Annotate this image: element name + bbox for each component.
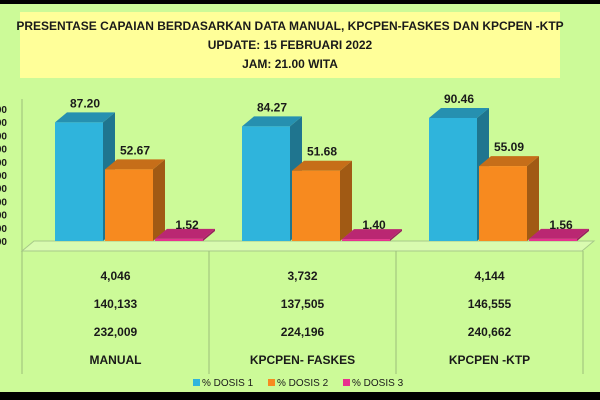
bar-top [479,156,539,167]
table-cell: 240,662 [468,325,512,339]
bar-2 [105,169,153,241]
bar-top [105,159,165,170]
legend-item-3: % DOSIS 3 [343,378,404,389]
chart-area: PRESENTASE CAPAIAN BERDASARKAN DATA MANU… [0,4,600,392]
bar-top [292,160,352,171]
legend-item-1: % DOSIS 1 [193,378,254,389]
y-tick-label: 0.00 [0,237,7,248]
legend-item-2: % DOSIS 2 [268,378,329,389]
bar-3 [529,238,577,241]
bar-top [55,112,115,123]
data-label: 55.09 [494,140,524,154]
chart-floor [20,240,596,252]
y-tick-label: 10.00 [0,224,7,235]
bar-1 [55,122,103,241]
legend-label: % DOSIS 1 [202,378,254,389]
bar-side [153,159,165,241]
bar-top [155,228,215,239]
bar-1 [429,117,477,241]
data-label: 1.56 [549,218,573,232]
bar-top [429,107,489,118]
bar-side [577,228,589,241]
table-cell: 3,732 [287,269,317,283]
data-label: 1.40 [362,218,386,232]
category-label: KPCPEN -KTP [449,353,530,367]
y-tick-label: 100.00 [0,105,7,116]
data-label: 1.52 [175,218,199,232]
y-tick-label: 30.00 [0,197,7,208]
data-label: 84.27 [257,100,287,114]
table-cell: 224,196 [281,325,325,339]
data-label: 87.20 [70,96,100,110]
data-label: 51.68 [307,145,337,159]
legend-swatch [268,379,275,386]
chart-title-line: UPDATE: 15 FEBRUARI 2022 [208,38,373,52]
bar-top [342,229,402,240]
chart-title-line: PRESENTASE CAPAIAN BERDASARKAN DATA MANU… [16,19,563,33]
bar-side [527,156,539,241]
y-tick-label: 60.00 [0,158,7,169]
legend-swatch [343,379,350,386]
table-cell: 146,555 [468,297,512,311]
bar-top [529,228,589,239]
y-tick-label: 20.00 [0,211,7,222]
y-tick-label: 80.00 [0,131,7,142]
bar-side [203,228,215,241]
data-label: 90.46 [444,92,474,106]
bar-3 [155,238,203,241]
legend-swatch [193,379,200,386]
y-tick-label: 90.00 [0,118,7,129]
y-tick-label: 70.00 [0,145,7,156]
chart-svg: PRESENTASE CAPAIAN BERDASARKAN DATA MANU… [0,12,596,389]
bar-2 [479,166,527,241]
table-cell: 140,133 [94,297,138,311]
bar-3 [342,239,390,241]
legend-label: % DOSIS 3 [352,378,404,389]
bar-1 [242,126,290,241]
bar-top [242,116,302,127]
table-cell: 4,046 [100,269,130,283]
y-tick-label: 40.00 [0,184,7,195]
bar-2 [292,170,340,241]
bar-side [340,160,352,241]
bar-side [390,229,402,241]
chart-title-line: JAM: 21.00 WITA [242,57,338,71]
category-label: MANUAL [90,353,142,367]
table-cell: 4,144 [474,269,504,283]
category-label: KPCPEN- FASKES [250,353,355,367]
table-cell: 137,505 [281,297,325,311]
title-box [20,12,560,78]
legend-label: % DOSIS 2 [277,378,329,389]
y-tick-label: 50.00 [0,171,7,182]
data-label: 52.67 [120,143,150,157]
table-cell: 232,009 [94,325,138,339]
